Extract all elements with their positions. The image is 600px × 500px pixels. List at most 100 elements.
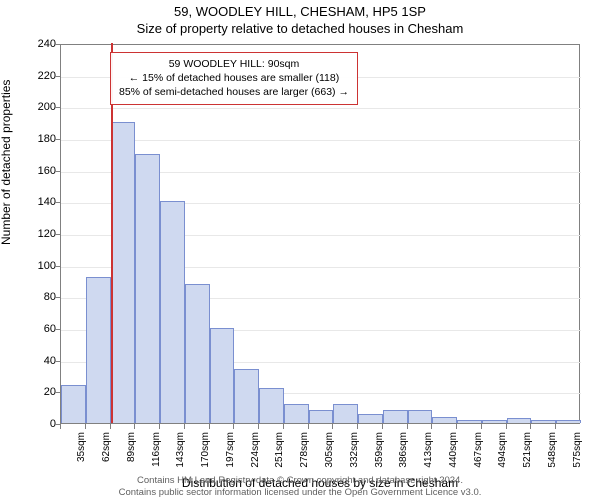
x-tick-mark	[233, 424, 234, 429]
x-tick-label: 548sqm	[547, 432, 558, 468]
histogram-bar	[234, 369, 259, 423]
histogram-bar	[482, 420, 507, 423]
x-tick-mark	[481, 424, 482, 429]
y-tick-label: 0	[20, 418, 56, 430]
x-tick-label: 575sqm	[572, 432, 583, 468]
x-tick-label: 305sqm	[324, 432, 335, 468]
y-tick-label: 60	[20, 323, 56, 335]
x-tick-mark	[530, 424, 531, 429]
x-tick-mark	[332, 424, 333, 429]
y-axis-label: Number of detached properties	[0, 80, 13, 245]
x-tick-label: 170sqm	[200, 432, 211, 468]
x-tick-label: 494sqm	[497, 432, 508, 468]
histogram-bar	[507, 418, 532, 423]
histogram-bar	[160, 201, 185, 423]
histogram-bar	[309, 410, 334, 423]
x-tick-mark	[308, 424, 309, 429]
x-tick-label: 251sqm	[274, 432, 285, 468]
y-tick-label: 120	[20, 228, 56, 240]
x-tick-mark	[85, 424, 86, 429]
chart-title-address: 59, WOODLEY HILL, CHESHAM, HP5 1SP	[0, 0, 600, 19]
x-tick-mark	[184, 424, 185, 429]
y-tick-mark	[55, 107, 60, 108]
y-tick-mark	[55, 44, 60, 45]
x-tick-label: 440sqm	[448, 432, 459, 468]
y-tick-label: 40	[20, 355, 56, 367]
x-tick-mark	[110, 424, 111, 429]
histogram-bar	[185, 284, 210, 423]
footer-line1: Contains HM Land Registry data © Crown c…	[0, 475, 600, 486]
annotation-line2: ← 15% of detached houses are smaller (11…	[119, 71, 349, 85]
histogram-bar	[457, 420, 482, 423]
x-tick-label: 386sqm	[398, 432, 409, 468]
y-tick-label: 140	[20, 196, 56, 208]
histogram-bar	[210, 328, 235, 423]
x-tick-mark	[134, 424, 135, 429]
y-tick-label: 180	[20, 133, 56, 145]
y-tick-label: 80	[20, 291, 56, 303]
histogram-bar	[432, 417, 457, 423]
x-tick-label: 224sqm	[250, 432, 261, 468]
x-tick-mark	[258, 424, 259, 429]
annotation-box: 59 WOODLEY HILL: 90sqm← 15% of detached …	[110, 52, 358, 105]
chart-subtitle: Size of property relative to detached ho…	[0, 19, 600, 36]
x-tick-label: 359sqm	[374, 432, 385, 468]
y-tick-mark	[55, 234, 60, 235]
y-tick-mark	[55, 202, 60, 203]
gridline	[61, 140, 581, 141]
y-tick-label: 100	[20, 260, 56, 272]
x-tick-mark	[357, 424, 358, 429]
y-tick-mark	[55, 266, 60, 267]
annotation-line3: 85% of semi-detached houses are larger (…	[119, 85, 349, 99]
histogram-bar	[259, 388, 284, 423]
x-tick-mark	[506, 424, 507, 429]
y-tick-mark	[55, 329, 60, 330]
y-tick-mark	[55, 392, 60, 393]
footer-line2: Contains public sector information licen…	[0, 487, 600, 498]
y-tick-mark	[55, 297, 60, 298]
y-tick-label: 160	[20, 165, 56, 177]
x-tick-label: 332sqm	[349, 432, 360, 468]
y-tick-label: 200	[20, 101, 56, 113]
x-tick-label: 143sqm	[175, 432, 186, 468]
x-tick-mark	[382, 424, 383, 429]
histogram-bar	[383, 410, 408, 423]
x-tick-label: 467sqm	[473, 432, 484, 468]
y-tick-label: 220	[20, 70, 56, 82]
y-tick-mark	[55, 171, 60, 172]
x-tick-mark	[209, 424, 210, 429]
footer-attribution: Contains HM Land Registry data © Crown c…	[0, 475, 600, 498]
histogram-bar	[333, 404, 358, 423]
annotation-line1: 59 WOODLEY HILL: 90sqm	[119, 57, 349, 71]
y-tick-mark	[55, 361, 60, 362]
y-tick-label: 240	[20, 38, 56, 50]
y-tick-mark	[55, 139, 60, 140]
x-tick-label: 62sqm	[101, 432, 112, 462]
histogram-bar	[284, 404, 309, 423]
x-tick-mark	[60, 424, 61, 429]
x-tick-mark	[431, 424, 432, 429]
histogram-bar	[86, 277, 111, 423]
x-tick-label: 413sqm	[423, 432, 434, 468]
x-tick-label: 197sqm	[225, 432, 236, 468]
y-tick-mark	[55, 76, 60, 77]
gridline	[61, 108, 581, 109]
histogram-bar	[531, 420, 556, 423]
histogram-bar	[408, 410, 433, 423]
histogram-bar	[556, 420, 581, 423]
histogram-bar	[135, 154, 160, 423]
x-tick-mark	[456, 424, 457, 429]
x-tick-label: 35sqm	[76, 432, 87, 462]
x-tick-label: 521sqm	[522, 432, 533, 468]
histogram-bar	[358, 414, 383, 424]
x-tick-label: 116sqm	[151, 432, 162, 467]
x-tick-mark	[555, 424, 556, 429]
x-tick-mark	[159, 424, 160, 429]
x-tick-label: 89sqm	[126, 432, 137, 462]
y-tick-label: 20	[20, 386, 56, 398]
histogram-bar	[111, 122, 136, 423]
histogram-bar	[61, 385, 86, 423]
x-tick-label: 278sqm	[299, 432, 310, 468]
x-tick-mark	[407, 424, 408, 429]
x-tick-mark	[283, 424, 284, 429]
